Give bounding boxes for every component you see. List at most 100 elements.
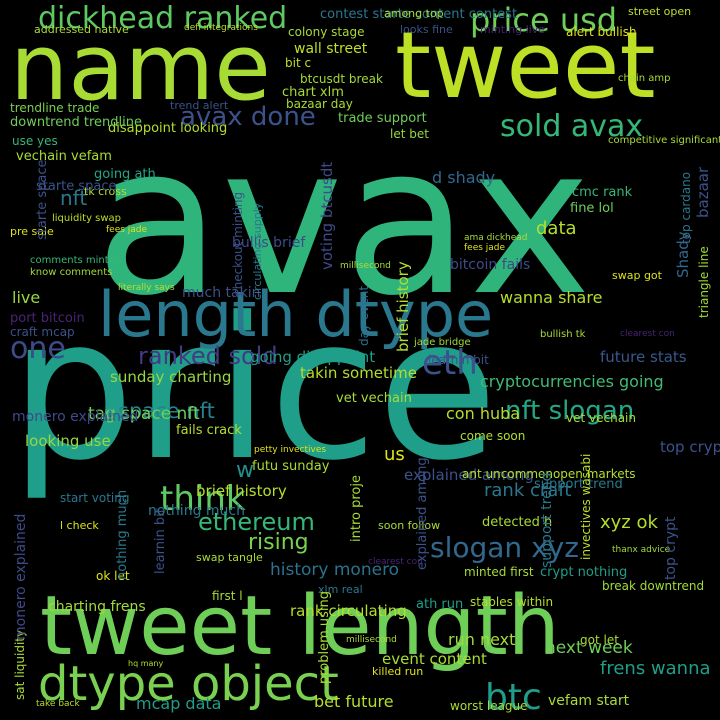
word-chain-amp: killed run [372, 665, 424, 678]
word-looking-use: looking use [25, 432, 111, 450]
word-stables-within: first l [212, 589, 243, 603]
word-liquidity-swap: tk cross [84, 185, 127, 198]
word-space-nft: space nft [118, 399, 215, 423]
word-break-downtrend: crypt nothing [540, 565, 628, 580]
word-starte-space: starte space [36, 179, 117, 194]
word-ethereum: ethereum [198, 508, 315, 536]
word-looks-fine: looks fine [400, 23, 453, 36]
word-chart-xlm: btcusdt break [300, 72, 383, 86]
word-soon-follow: come soon [460, 429, 526, 443]
word-top-crypt: d shady [432, 168, 496, 187]
word-nothing-vertical: explained among [415, 457, 430, 570]
word-triangle-line: triangle line [697, 246, 711, 318]
word-come-soon: detected h [482, 515, 553, 530]
word-takin-sometime: takin sometime [300, 364, 417, 382]
word-bitcoin-fails: craft mcap [10, 325, 75, 339]
word-alert-bullish: colony stage [288, 25, 365, 39]
word-trend-alert: swap tangle [196, 551, 263, 564]
word-port-bitcoin: liquidity swap [52, 213, 122, 224]
word-cryptocurrencies-going: cryptocurrencies going [480, 372, 664, 391]
word-use-yes: downtrend trendline [10, 115, 142, 130]
word-explained-vertical: top crypt [663, 516, 679, 580]
word-crypt-nothing: support trend [534, 477, 623, 492]
word-start-voting: sat liquidity [13, 629, 27, 700]
word-craft-mcap: port bitcoin [10, 311, 85, 326]
word-ranked-sold: ranked sold [138, 342, 278, 370]
word-think: think [160, 479, 246, 519]
word-many-tokens: literally says [118, 283, 175, 293]
word-rising: rising [248, 530, 309, 555]
word-much-takin: much takin [182, 285, 261, 301]
word-brief-history: history monero [270, 560, 400, 580]
word-competitive: hq many [128, 659, 164, 668]
word-avax: avax [95, 101, 592, 341]
word-problem-using: know comments [30, 267, 113, 278]
word-shady: Shady [674, 231, 692, 278]
word-bullish-tk: vet vechain [566, 411, 636, 425]
word-nothing-much: explained among [404, 466, 534, 484]
word-d-shady: xyz ok [600, 512, 658, 533]
word-slogan-xyz: slogan xyz [430, 531, 579, 564]
word-day-event: voting btcusdt [318, 161, 336, 270]
word-nft: nft [60, 186, 88, 210]
word-next-week: frens wanna [600, 658, 711, 679]
word-data: data [536, 218, 577, 239]
word-ok-let: rank circulating [290, 602, 407, 620]
word-swap-tangle: intro proje [349, 475, 364, 542]
word-charting-frens: brief history [196, 482, 287, 500]
word-detected-h: ant uncommonopen markets [462, 467, 636, 481]
word-cross-detected: pre sale [10, 225, 54, 238]
word-jade-bridge: take back [36, 699, 80, 709]
word-contest-starte: monero explained [12, 409, 139, 425]
word-mcap-data: charting frens [48, 599, 146, 615]
word-wasabi-aside: trend alert [170, 99, 229, 112]
word-petty-invectives: clearest con [620, 329, 675, 339]
word-bit-c: wall street [294, 41, 368, 57]
word-downtrend-trendline: trendline trade [10, 101, 100, 115]
word-w: w [236, 458, 254, 483]
word-bet-future: event content [382, 650, 487, 668]
word-run-next: next week [545, 638, 633, 658]
word-event-content: mcap data [136, 694, 222, 713]
word-dickhead-ranked: dickhead ranked [38, 1, 288, 36]
word-worst-league: stables within [470, 595, 554, 609]
word-minting-live: minting live [480, 23, 545, 36]
word-among-top: contest starte content contest [320, 7, 518, 22]
word-first-l: ok let [96, 569, 130, 583]
word-tag-space-nft: tag space nft [88, 404, 200, 424]
word-addressed-native: addressed native [34, 23, 129, 36]
word-starte-vertical: starte space [35, 159, 50, 240]
word-street-open: street open [628, 5, 692, 18]
word-defi-integrations: petty invectives [254, 445, 327, 455]
word-crypt-vertical: support trend [539, 472, 555, 568]
word-swap-got: bitcoin fails [450, 257, 531, 273]
word-sat-liquidity: got let [580, 633, 619, 647]
word-fails-crack: futu sunday [252, 459, 330, 474]
word-fine-lol: cmc rank [572, 185, 633, 200]
word-vet-vechain: learnin bit [428, 353, 489, 367]
word-explained-among: top crypt [660, 438, 720, 456]
word-price: price [10, 276, 498, 504]
word-rank-craft: run next [448, 630, 516, 649]
word-tokens-every: chain amp [618, 73, 671, 84]
word-let-bet: disappoint looking [108, 121, 228, 136]
word-checkout-minting: circulating supply [251, 202, 264, 300]
word-vechain-vefam: use yes [12, 134, 58, 148]
word-going-disappoint: going disappoint [250, 348, 376, 366]
word-bazaar: bazaar [694, 166, 712, 218]
word-invectives-wasabi: bullish tk [540, 329, 586, 340]
word-fees-jade: millisecond [346, 635, 397, 645]
word-voting-btcusdt: checkout minting [231, 191, 245, 296]
word-uncommon-colony: day event [357, 285, 371, 346]
word-name: name [10, 14, 271, 121]
word-wanna-share: wanna share [500, 288, 603, 307]
word-cmc-rank: going ath [94, 167, 156, 182]
word-l-check: start voting [60, 491, 130, 505]
word-length-dtype: length dtype [98, 278, 494, 351]
word-using-port: competitive significantly [608, 135, 720, 146]
word-price-usd: price usd [470, 1, 618, 39]
word-boosting-interoperab: defi integrations [184, 23, 258, 33]
word-learnin-bit: vet vechain [336, 391, 412, 406]
word-know-comments: comments minted [30, 255, 122, 266]
